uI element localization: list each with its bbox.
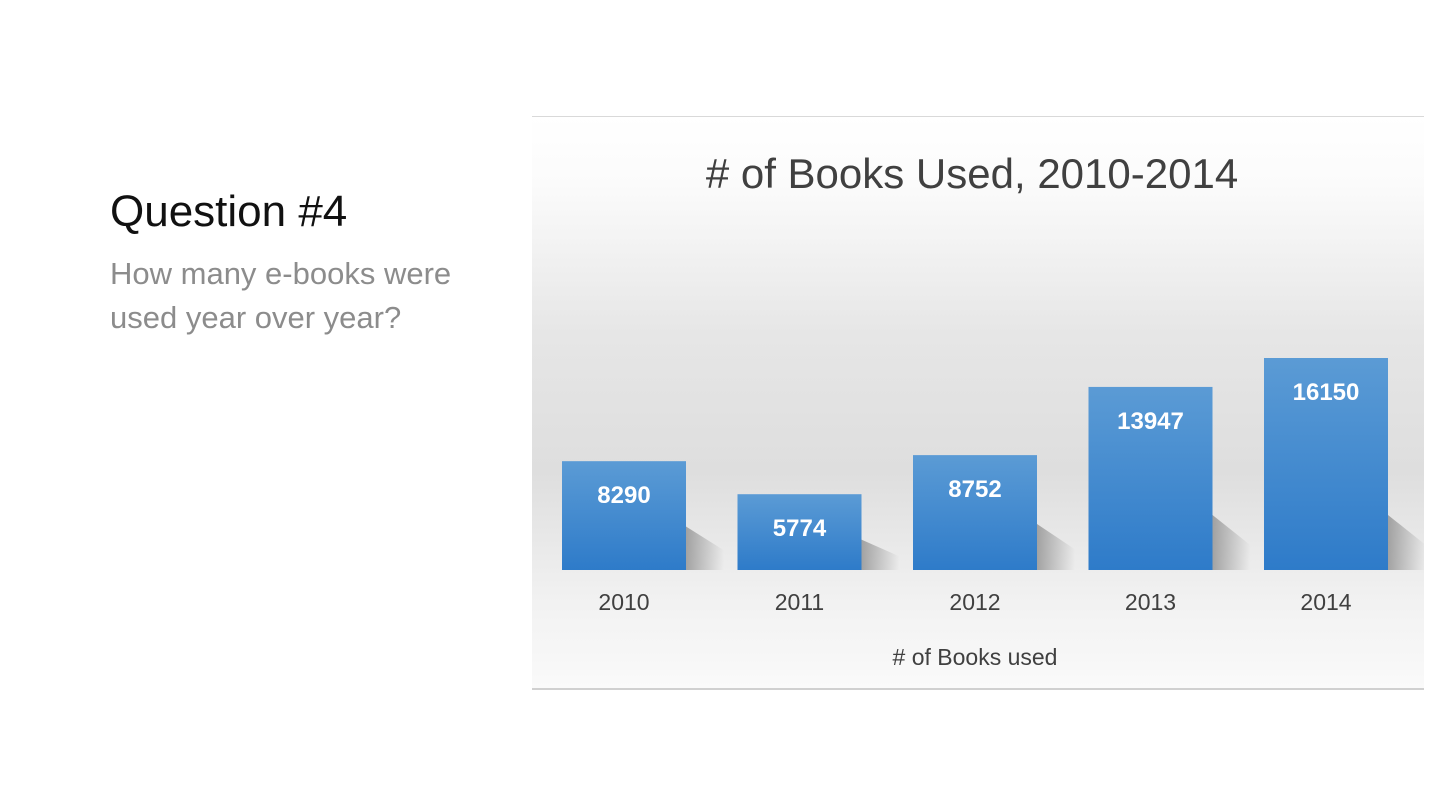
data-label-2011: 5774 — [773, 515, 827, 542]
data-labels-group: 8290 5774 8752 13947 16150 — [597, 379, 1359, 542]
data-label-2012: 8752 — [948, 476, 1001, 503]
bar-shadow — [1212, 515, 1251, 570]
x-tick-label-2011: 2011 — [775, 589, 824, 615]
bar-shadow — [1388, 515, 1424, 570]
x-tick-label-2014: 2014 — [1300, 589, 1351, 615]
x-tick-label-2013: 2013 — [1125, 589, 1176, 615]
x-tick-label-2010: 2010 — [598, 589, 649, 615]
chart-container: # of Books Used, 2010-2014 8290 5774 8752 1… — [532, 116, 1424, 690]
x-tick-label-2012: 2012 — [949, 589, 1000, 615]
bar-2014 — [1264, 358, 1388, 570]
bar-2011 — [737, 494, 862, 570]
data-label-2010: 8290 — [597, 482, 650, 509]
bar-shadows — [686, 515, 1424, 570]
bar-2012 — [913, 455, 1037, 570]
bar-shadow — [686, 526, 724, 570]
x-axis-label: # of Books used — [893, 644, 1058, 670]
data-label-2014: 16150 — [1293, 379, 1360, 406]
bar-chart: # of Books Used, 2010-2014 8290 5774 8752 1… — [532, 116, 1424, 690]
x-axis-tick-labels: 2010 2011 2012 2013 2014 — [598, 589, 1351, 615]
bar-2010 — [562, 461, 686, 570]
bar-2013 — [1088, 386, 1213, 570]
bar-shadow — [861, 539, 900, 570]
bar-shadow — [1037, 524, 1075, 570]
slide-subtitle: How many e-books were used year over yea… — [110, 256, 452, 335]
bars-group — [562, 358, 1388, 570]
chart-title: # of Books Used, 2010-2014 — [706, 150, 1238, 197]
data-label-2013: 13947 — [1117, 408, 1184, 435]
slide-title: Question #4 — [110, 187, 348, 236]
